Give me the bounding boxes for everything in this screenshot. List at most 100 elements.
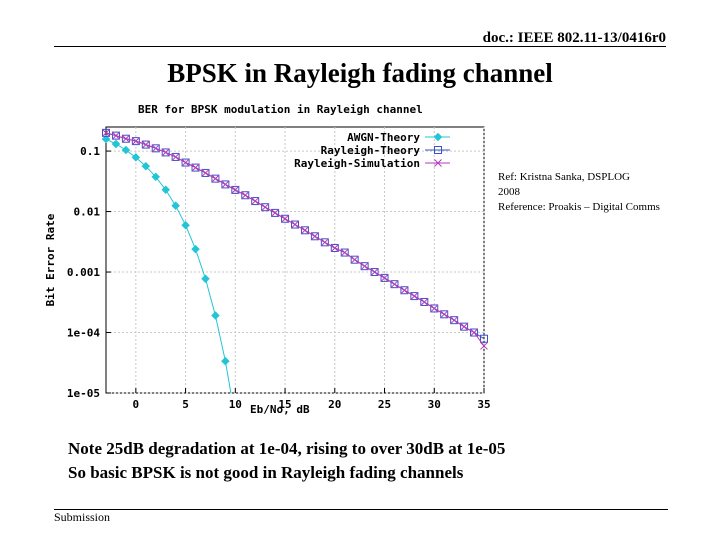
data-point	[211, 174, 220, 183]
data-point	[460, 322, 469, 331]
data-point	[410, 292, 419, 301]
x-tick-label: 30	[428, 398, 441, 411]
data-point	[380, 273, 389, 282]
chart-series	[101, 128, 488, 394]
data-point	[460, 322, 468, 331]
data-point	[111, 139, 121, 149]
data-point	[390, 280, 399, 289]
data-point	[261, 203, 270, 212]
notes: Note 25dB degradation at 1e-04, rising t…	[68, 437, 505, 485]
data-point	[211, 311, 220, 320]
data-point	[350, 255, 359, 264]
data-point	[450, 316, 459, 325]
data-point	[211, 174, 220, 183]
x-tick-label: 35	[477, 398, 490, 411]
data-point	[201, 274, 210, 284]
data-point	[271, 209, 279, 217]
data-point	[111, 131, 120, 140]
data-point	[151, 144, 160, 153]
data-point	[141, 140, 150, 149]
x-tick-label: 15	[278, 398, 291, 411]
legend-label: Rayleigh-Simulation	[294, 157, 420, 170]
data-point	[112, 131, 120, 140]
data-point	[251, 197, 260, 205]
data-point	[191, 163, 200, 172]
data-point	[281, 214, 290, 223]
y-tick-label: 1e-05	[67, 387, 100, 400]
data-point	[311, 232, 319, 241]
data-point	[400, 286, 409, 295]
data-point	[231, 186, 240, 194]
data-point	[231, 185, 240, 194]
data-point	[171, 152, 180, 161]
note-line-2: So basic BPSK is not good in Rayleigh fa…	[68, 463, 464, 482]
data-point	[221, 180, 230, 189]
data-point	[122, 134, 130, 143]
x-tick-label: 5	[182, 398, 189, 411]
y-axis-label: Bit Error Rate	[44, 213, 57, 306]
data-point	[241, 191, 250, 200]
chart-grid	[106, 127, 485, 394]
data-point	[131, 153, 141, 162]
data-point	[191, 163, 200, 172]
data-point	[141, 161, 151, 171]
data-point	[291, 220, 299, 229]
data-point	[480, 342, 488, 350]
data-point	[300, 226, 309, 235]
document-id: doc.: IEEE 802.11-13/0416r0	[482, 30, 666, 46]
data-point	[480, 334, 488, 343]
data-point	[201, 169, 210, 177]
data-point	[241, 191, 250, 200]
y-tick-label: 0.1	[80, 145, 100, 158]
x-axis-label: Eb/No, dB	[250, 403, 310, 416]
data-point	[440, 310, 449, 319]
data-point	[121, 134, 130, 143]
legend-label: AWGN-Theory	[347, 131, 420, 144]
data-point	[400, 286, 409, 295]
data-point	[380, 274, 389, 282]
data-point	[181, 158, 190, 167]
x-tick-label: 10	[229, 398, 242, 411]
y-tick-label: 1e-04	[67, 327, 100, 340]
chart-legend: AWGN-TheoryRayleigh-TheoryRayleigh-Simul…	[294, 131, 450, 170]
x-tick-label: 25	[378, 398, 391, 411]
data-point	[330, 244, 339, 252]
data-point	[350, 255, 359, 264]
data-point	[434, 159, 442, 167]
data-point	[171, 201, 180, 211]
data-point	[301, 226, 309, 235]
reference-note: Ref: Kristna Sanka, DSPLOG 2008 Referenc…	[498, 170, 708, 215]
data-point	[151, 172, 161, 182]
data-point	[161, 148, 170, 157]
data-point	[221, 356, 230, 366]
data-point	[121, 145, 131, 155]
data-point	[330, 243, 339, 252]
data-point	[470, 328, 478, 337]
data-point	[251, 197, 260, 206]
data-point	[320, 238, 329, 247]
data-point	[410, 292, 419, 300]
data-point	[390, 280, 399, 289]
header-divider	[54, 46, 666, 47]
data-point	[420, 298, 429, 306]
footer-submission: Submission	[54, 510, 111, 524]
data-point	[131, 137, 140, 145]
reference-line-3: Reference: Proakis – Digital Comms	[498, 201, 660, 213]
data-point	[450, 316, 459, 325]
footer-divider	[54, 509, 668, 510]
data-point	[181, 220, 190, 230]
x-tick-label: 0	[133, 398, 140, 411]
legend-label: Rayleigh-Theory	[321, 144, 421, 157]
data-point	[161, 148, 170, 157]
data-point	[102, 129, 110, 137]
data-point	[141, 140, 150, 149]
data-point	[131, 137, 140, 146]
data-point	[340, 248, 349, 257]
data-point	[201, 168, 210, 177]
data-point	[440, 310, 449, 319]
y-tick-label: 0.01	[74, 206, 101, 219]
data-point	[360, 262, 369, 271]
data-point	[102, 128, 110, 137]
data-point	[161, 185, 171, 195]
data-point	[281, 214, 289, 223]
